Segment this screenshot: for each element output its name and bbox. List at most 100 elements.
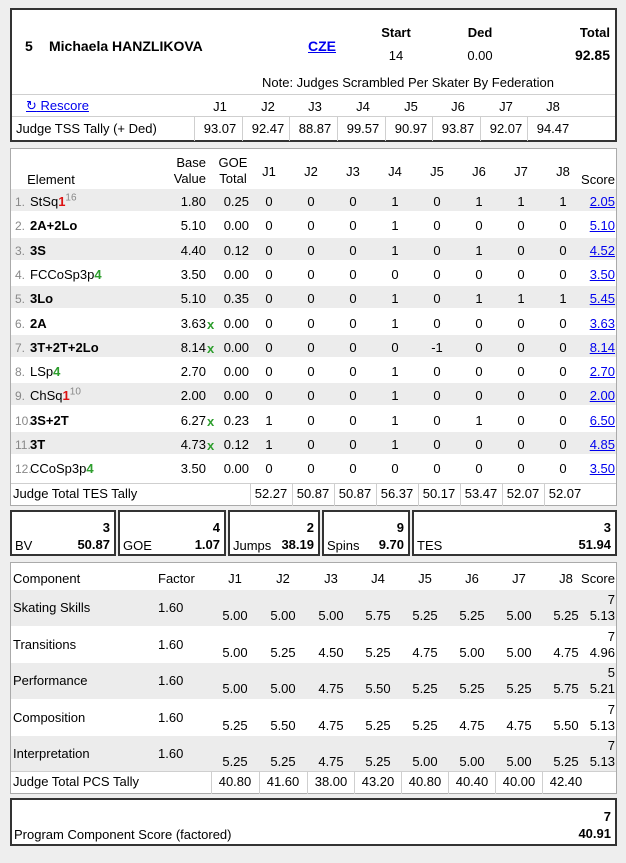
- column-divider: [289, 117, 290, 141]
- component-judge-header-j5: J5: [418, 571, 432, 586]
- element-judge-mark: 0: [307, 437, 315, 452]
- component-judge-mark: 5.25: [459, 681, 485, 697]
- component-judge-mark: 5.00: [506, 754, 532, 770]
- tss-value: 93.87: [441, 121, 475, 136]
- component-name: Performance: [13, 673, 88, 689]
- element-judge-mark: 1: [475, 412, 483, 428]
- element-score-link[interactable]: 3.50: [589, 461, 615, 477]
- divider: [12, 94, 615, 95]
- element-name: 2A: [30, 316, 47, 331]
- pcs-tally-label: Judge Total PCS Tally: [13, 774, 139, 789]
- component-judge-mark: 5.00: [459, 754, 485, 770]
- element-judge-mark: 0: [559, 242, 567, 258]
- element-level: 4: [94, 266, 102, 282]
- component-judge-mark: 5.50: [270, 717, 296, 733]
- element-judge-mark: 1: [265, 412, 273, 428]
- tss-value: 93.07: [203, 121, 237, 136]
- element-judge-mark: 1: [265, 437, 273, 452]
- element-base-value: 8.14: [180, 339, 206, 355]
- pcs-total-value: 40.91: [578, 826, 611, 841]
- column-divider: [354, 772, 355, 794]
- component-score: 5.13: [589, 717, 615, 733]
- element-judge-mark: 1: [475, 291, 483, 307]
- start-label: Start: [381, 25, 411, 40]
- tes-tally-value: 50.87: [296, 486, 330, 501]
- element-level: 4: [86, 461, 94, 477]
- pcs-tally-value: 40.00: [502, 774, 536, 789]
- tes-tally-value: 52.07: [548, 486, 582, 501]
- element-score-link[interactable]: 6.50: [589, 412, 615, 428]
- component-judge-mark: 4.75: [318, 754, 344, 770]
- element-name: CCoSp3p4: [30, 462, 94, 476]
- ded-label: Ded: [467, 25, 493, 40]
- late-bonus-marker: x: [207, 438, 215, 453]
- summary-jumps: 2 Jumps 38.19: [228, 510, 320, 556]
- bv-label: BV: [15, 538, 33, 553]
- element-score-link[interactable]: 5.10: [589, 218, 615, 234]
- component-judge-mark: 5.25: [222, 754, 248, 770]
- component-judge-mark: 5.25: [412, 717, 438, 733]
- component-rank: 7: [607, 701, 615, 717]
- element-base-value: 5.10: [180, 291, 206, 307]
- element-score-link[interactable]: 8.14: [589, 339, 615, 355]
- component-judge-mark: 5.00: [506, 608, 532, 623]
- component-judge-mark: 5.75: [365, 608, 391, 623]
- component-judge-mark: 5.00: [412, 754, 438, 770]
- component-score: 5.13: [589, 608, 615, 623]
- nation-link[interactable]: CZE: [308, 38, 336, 54]
- element-code: 3Lo: [30, 291, 54, 307]
- component-judge-mark: 5.00: [222, 644, 248, 660]
- element-score-link[interactable]: 5.45: [589, 291, 615, 307]
- element-judge-mark: 0: [433, 364, 441, 380]
- element-score-link[interactable]: 2.00: [589, 388, 615, 404]
- element-judge-mark: 0: [307, 339, 315, 355]
- component-judge-header-j3: J3: [324, 571, 338, 586]
- element-score-link[interactable]: 2.05: [589, 194, 615, 209]
- element-judge-mark: -1: [431, 339, 443, 355]
- divider: [12, 116, 615, 117]
- column-divider: [337, 117, 338, 141]
- element-base-value: 3.63: [180, 315, 206, 331]
- element-score-link[interactable]: 4.52: [589, 242, 615, 258]
- row-shade: [11, 334, 616, 357]
- component-factor: 1.60: [158, 746, 184, 762]
- tss-value: 88.87: [298, 121, 332, 136]
- pcs-tally-value: 40.80: [408, 774, 442, 789]
- element-score-link[interactable]: 3.63: [589, 315, 615, 331]
- element-judge-mark: 0: [559, 339, 567, 355]
- element-judge-mark: 1: [475, 194, 483, 209]
- column-divider: [259, 772, 260, 794]
- element-base-value: 4.40: [180, 242, 206, 258]
- element-judge-mark: 1: [475, 242, 483, 258]
- element-level: 4: [53, 364, 61, 380]
- column-divider: [527, 117, 528, 141]
- late-bonus-marker: x: [207, 340, 215, 356]
- element-judge-mark: 0: [307, 461, 315, 477]
- element-base-value: 6.27: [180, 412, 206, 428]
- element-number: 12.: [15, 462, 32, 477]
- element-judge-mark: 0: [433, 388, 441, 404]
- element-name: 3Lo: [30, 292, 53, 306]
- element-number: 7.: [15, 340, 26, 355]
- element-score-link[interactable]: 3.50: [589, 266, 615, 282]
- component-judge-mark: 5.25: [553, 608, 579, 623]
- element-score-link[interactable]: 2.70: [589, 364, 615, 380]
- rescore-link[interactable]: ↻ Rescore: [26, 99, 89, 113]
- element-judge-mark: 0: [265, 461, 273, 477]
- pcs-total-label: Program Component Score (factored): [14, 827, 232, 842]
- bv-rank: 3: [102, 520, 110, 535]
- element-base-value: 3.50: [180, 266, 206, 282]
- tes-tally-value: 53.47: [464, 486, 498, 501]
- element-code: LSp: [30, 364, 54, 380]
- element-judge-mark: 0: [559, 388, 567, 404]
- jumps-label: Jumps: [233, 538, 272, 553]
- tss-value: 92.47: [251, 121, 285, 136]
- column-divider: [495, 772, 496, 794]
- component-name: Interpretation: [13, 746, 90, 762]
- element-score-link[interactable]: 4.85: [589, 437, 615, 452]
- skater-name: Michaela HANZLIKOVA: [49, 38, 203, 54]
- element-judge-mark: 0: [559, 364, 567, 380]
- component-factor: 1.60: [158, 673, 184, 689]
- element-judge-mark: 0: [475, 437, 483, 452]
- column-divider: [544, 484, 545, 506]
